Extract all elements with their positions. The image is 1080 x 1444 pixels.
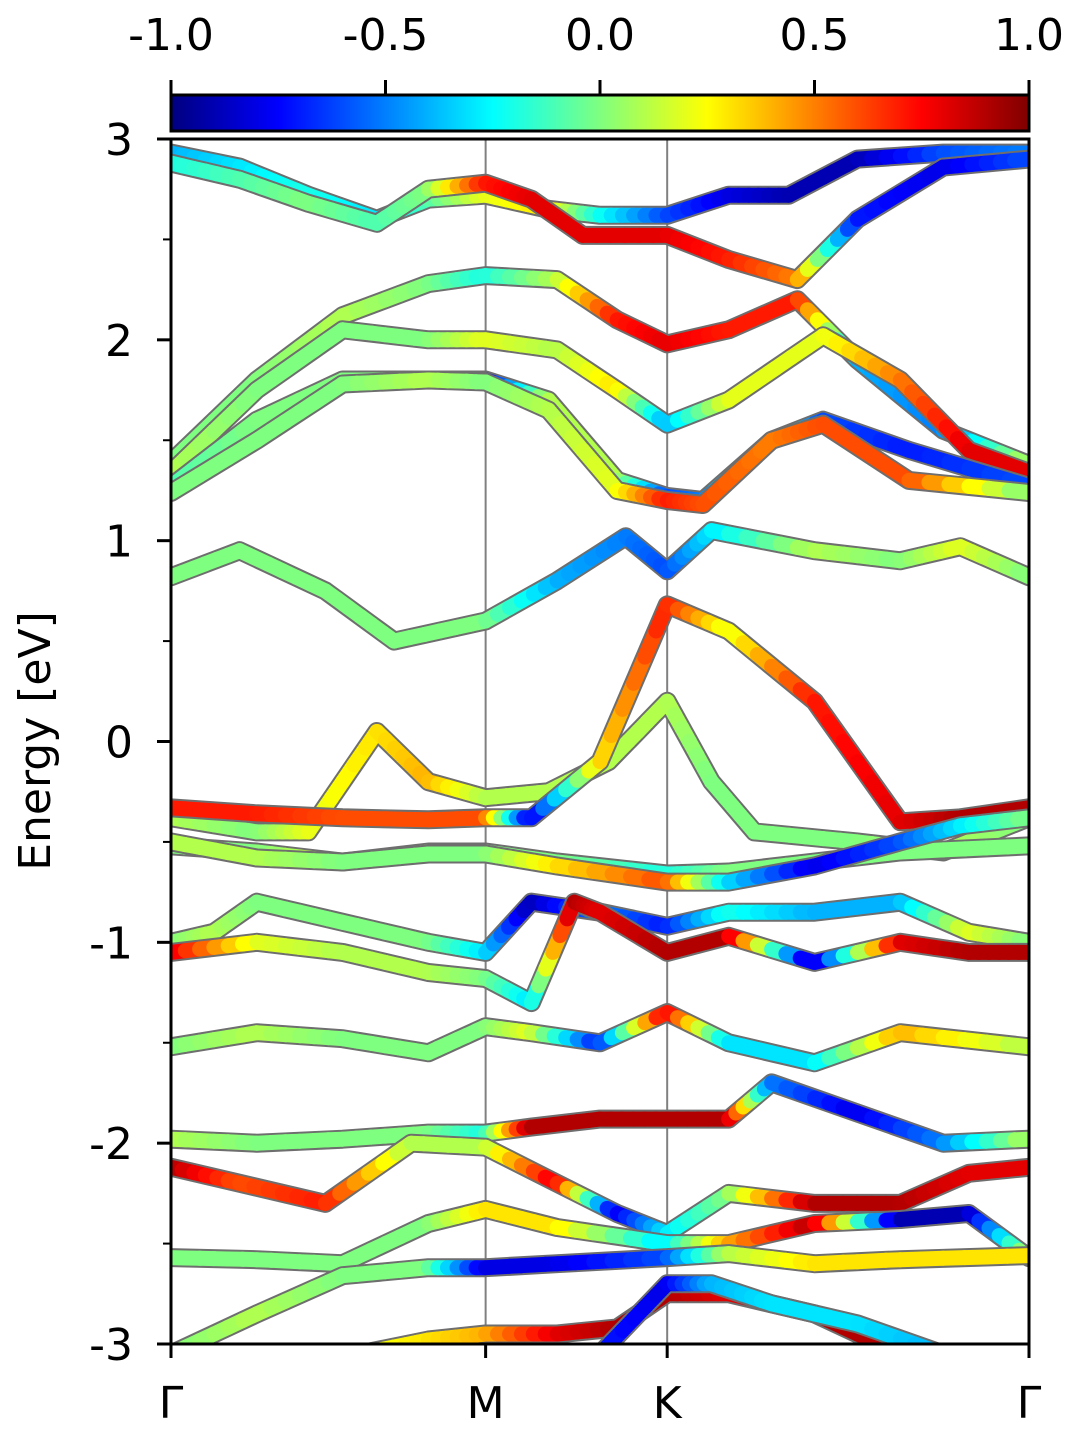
x-tick-label: Γ: [1017, 1378, 1042, 1429]
bands: [171, 153, 1029, 1354]
colorbar-tick-label: 0.5: [780, 10, 850, 61]
band-segment: [171, 1347, 185, 1354]
y-tick-label: -3: [89, 1320, 133, 1371]
y-tick-label: -2: [89, 1119, 133, 1170]
band-14: [171, 1013, 1029, 1063]
band-segment: [371, 1349, 382, 1351]
band-7: [171, 531, 1029, 642]
band-segment: [1015, 159, 1029, 160]
band-9: [171, 605, 1029, 822]
y-axis-label: Energy [eV]: [10, 611, 61, 871]
band-segment: [1008, 1256, 1030, 1257]
band-segment: [1018, 818, 1029, 819]
x-tick-label: Γ: [159, 1378, 184, 1429]
band-segment: [1018, 572, 1029, 577]
band-segment: [1008, 846, 1030, 847]
y-tick-label: 0: [105, 718, 133, 769]
colorbar-tick-label: -0.5: [343, 10, 429, 61]
band-segment: [929, 1349, 943, 1354]
colorbar-tick-label: -1.0: [128, 10, 214, 61]
band-segment: [360, 1352, 371, 1354]
plot-area: 3 2 1 0 -1 -2 -3 Γ M K Γ: [89, 115, 1042, 1429]
y-tick-label: -1: [89, 918, 133, 969]
y-tick-label: 2: [105, 316, 133, 367]
band-segment: [1009, 491, 1029, 493]
colorbar-ticks: -1.0 -0.5 0.0 0.5 1.0: [128, 10, 1064, 95]
colorbar-tick-label: 1.0: [994, 10, 1064, 61]
band-segment: [383, 1347, 395, 1349]
band-segment: [886, 1347, 900, 1354]
y-axis: 3 2 1 0 -1 -2 -3: [89, 115, 171, 1371]
band-15: [171, 1083, 1029, 1143]
colorbar-strip: [171, 95, 1029, 131]
y-tick-label: 1: [105, 517, 133, 568]
y-tick-label: 3: [105, 115, 133, 166]
colorbar: -1.0 -0.5 0.0 0.5 1.0: [128, 10, 1064, 131]
band-segment: [1008, 1044, 1030, 1046]
colorbar-tick-label: 0.0: [565, 10, 635, 61]
band-outline: [171, 605, 1029, 822]
x-tick-label: M: [467, 1378, 505, 1429]
x-tick-label: K: [653, 1378, 683, 1429]
band-segment: [1015, 1139, 1029, 1140]
